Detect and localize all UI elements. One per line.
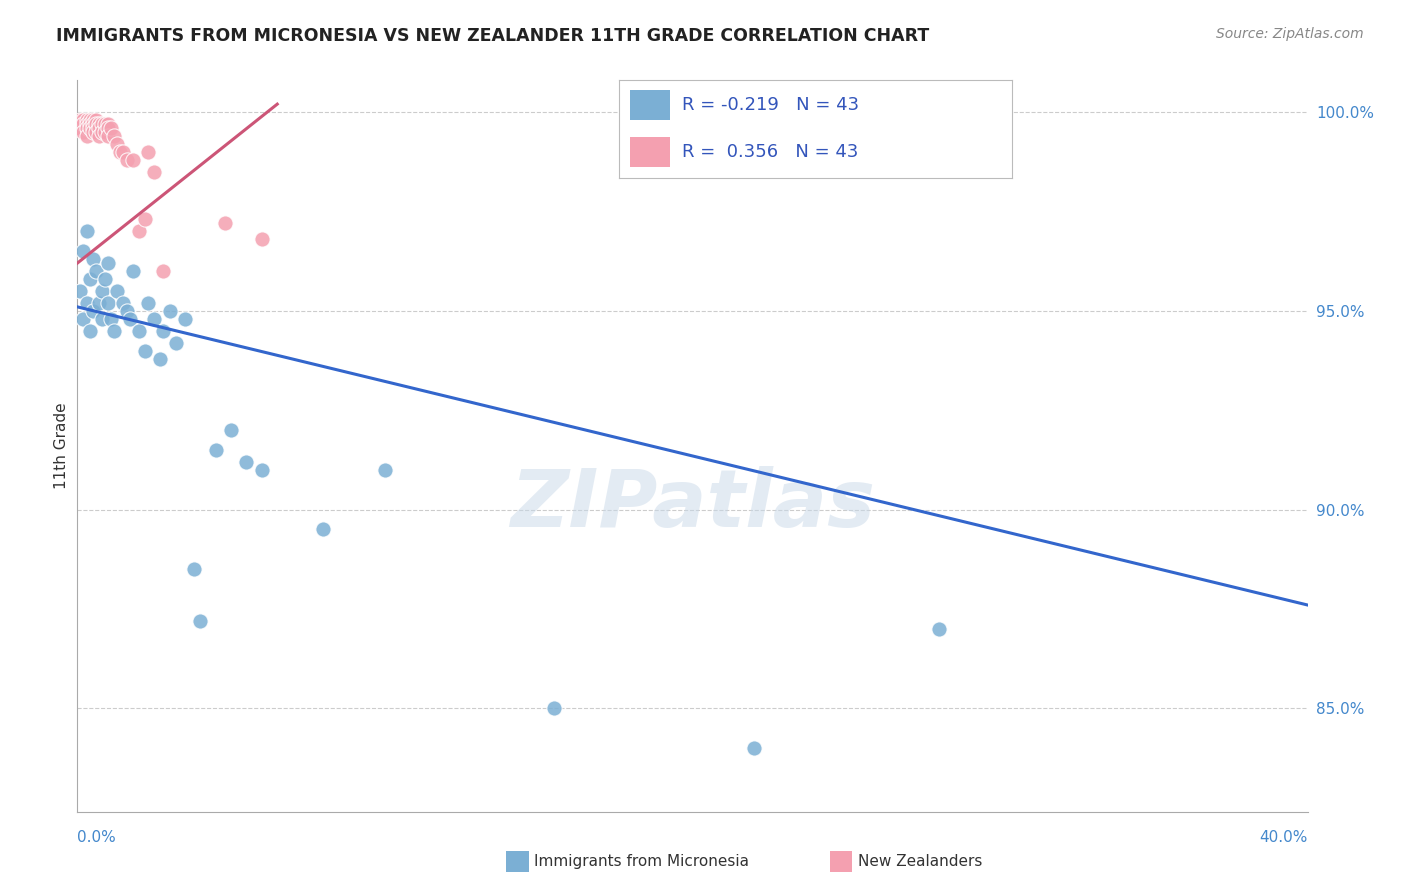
- Point: [90, 284, 114, 298]
- Point: [90, 117, 114, 131]
- Point: [128, 324, 150, 338]
- Point: [152, 324, 174, 338]
- Y-axis label: 11th Grade: 11th Grade: [53, 402, 69, 490]
- Point: [79, 113, 101, 128]
- Text: ZIPatlas: ZIPatlas: [510, 466, 875, 543]
- Point: [100, 311, 122, 326]
- Text: 40.0%: 40.0%: [1260, 830, 1308, 845]
- Point: [183, 562, 205, 576]
- Point: [112, 296, 135, 310]
- Point: [152, 264, 174, 278]
- Point: [76, 117, 98, 131]
- Point: [72, 117, 94, 131]
- Point: [121, 153, 143, 167]
- Point: [94, 125, 117, 139]
- Point: [82, 120, 104, 135]
- Point: [76, 128, 98, 143]
- Point: [118, 311, 141, 326]
- Point: [543, 701, 565, 715]
- Point: [82, 125, 104, 139]
- Point: [90, 125, 114, 139]
- Text: 0.0%: 0.0%: [77, 830, 117, 845]
- Point: [87, 128, 110, 143]
- Point: [97, 256, 120, 270]
- Point: [94, 117, 117, 131]
- Point: [87, 120, 110, 135]
- Point: [76, 120, 98, 135]
- Point: [69, 120, 91, 135]
- Point: [82, 303, 104, 318]
- Point: [149, 351, 172, 366]
- Point: [235, 455, 257, 469]
- Point: [97, 296, 120, 310]
- Point: [742, 741, 765, 756]
- Point: [94, 272, 117, 286]
- Point: [76, 296, 98, 310]
- Point: [76, 113, 98, 128]
- Point: [72, 311, 94, 326]
- Point: [97, 120, 120, 135]
- Point: [143, 164, 166, 178]
- Point: [79, 117, 101, 131]
- Point: [159, 303, 181, 318]
- Text: New Zealanders: New Zealanders: [858, 855, 981, 869]
- Point: [103, 324, 125, 338]
- Point: [136, 145, 159, 159]
- Bar: [630, 90, 669, 120]
- Text: R =  0.356   N = 43: R = 0.356 N = 43: [682, 144, 858, 161]
- Point: [87, 296, 110, 310]
- Point: [204, 442, 226, 457]
- Point: [128, 224, 150, 238]
- Point: [103, 128, 125, 143]
- Point: [143, 311, 166, 326]
- Point: [105, 136, 128, 151]
- Text: Source: ZipAtlas.com: Source: ZipAtlas.com: [1216, 27, 1364, 41]
- Point: [188, 614, 212, 628]
- Point: [121, 264, 143, 278]
- Point: [90, 311, 114, 326]
- Point: [79, 272, 101, 286]
- Point: [100, 120, 122, 135]
- Point: [174, 311, 197, 326]
- Point: [97, 128, 120, 143]
- Point: [97, 117, 120, 131]
- Point: [136, 296, 159, 310]
- Point: [250, 232, 273, 246]
- Point: [105, 284, 128, 298]
- Text: IMMIGRANTS FROM MICRONESIA VS NEW ZEALANDER 11TH GRADE CORRELATION CHART: IMMIGRANTS FROM MICRONESIA VS NEW ZEALAN…: [56, 27, 929, 45]
- Point: [214, 216, 236, 230]
- Point: [110, 145, 132, 159]
- Point: [115, 303, 138, 318]
- Point: [250, 463, 273, 477]
- Point: [165, 335, 187, 350]
- Point: [87, 117, 110, 131]
- Point: [84, 117, 107, 131]
- Text: Immigrants from Micronesia: Immigrants from Micronesia: [534, 855, 749, 869]
- Point: [312, 523, 335, 537]
- Point: [69, 284, 91, 298]
- Point: [79, 324, 101, 338]
- Point: [79, 120, 101, 135]
- Point: [69, 113, 91, 128]
- Point: [76, 224, 98, 238]
- Point: [219, 423, 242, 437]
- Point: [112, 145, 135, 159]
- Point: [72, 125, 94, 139]
- Point: [82, 117, 104, 131]
- Point: [82, 113, 104, 128]
- Bar: [630, 137, 669, 167]
- Point: [374, 463, 396, 477]
- Point: [84, 264, 107, 278]
- Point: [82, 252, 104, 267]
- Point: [72, 244, 94, 259]
- Point: [84, 113, 107, 128]
- Point: [72, 113, 94, 128]
- Point: [928, 622, 950, 636]
- Point: [134, 343, 156, 358]
- Point: [134, 212, 156, 227]
- Point: [84, 125, 107, 139]
- Text: R = -0.219   N = 43: R = -0.219 N = 43: [682, 96, 859, 114]
- Point: [115, 153, 138, 167]
